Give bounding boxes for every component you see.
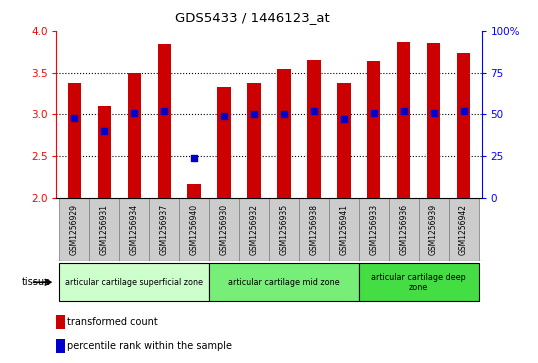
Bar	[427, 43, 441, 198]
Bar	[419, 198, 449, 261]
Point	[339, 117, 348, 122]
Text: GSM1256938: GSM1256938	[309, 204, 318, 255]
Point	[250, 111, 258, 117]
Bar	[179, 198, 209, 261]
FancyBboxPatch shape	[209, 264, 359, 301]
Text: GSM1256942: GSM1256942	[459, 204, 468, 255]
Bar	[307, 60, 321, 198]
Bar	[60, 198, 89, 261]
Text: articular cartilage mid zone: articular cartilage mid zone	[228, 278, 340, 287]
Text: articular cartilage deep
zone: articular cartilage deep zone	[371, 273, 466, 292]
Point	[309, 108, 318, 114]
Bar	[389, 198, 419, 261]
Text: GDS5433 / 1446123_at: GDS5433 / 1446123_at	[175, 11, 330, 24]
Point	[190, 155, 199, 161]
FancyBboxPatch shape	[60, 264, 209, 301]
FancyBboxPatch shape	[359, 264, 478, 301]
Bar	[158, 44, 171, 198]
Point	[459, 108, 468, 114]
Point	[399, 108, 408, 114]
Bar	[247, 83, 261, 198]
Bar	[239, 198, 269, 261]
Bar	[217, 87, 231, 198]
Bar	[277, 69, 291, 198]
Bar	[149, 198, 179, 261]
Text: transformed count: transformed count	[67, 317, 158, 327]
Bar	[56, 315, 66, 329]
Text: GSM1256939: GSM1256939	[429, 204, 438, 255]
Text: GSM1256940: GSM1256940	[190, 204, 199, 255]
Text: GSM1256934: GSM1256934	[130, 204, 139, 255]
Bar	[209, 198, 239, 261]
Bar	[337, 83, 351, 198]
Text: GSM1256936: GSM1256936	[399, 204, 408, 255]
Text: GSM1256931: GSM1256931	[100, 204, 109, 255]
Bar	[128, 73, 141, 198]
Bar	[89, 198, 119, 261]
Bar	[119, 198, 149, 261]
Text: GSM1256932: GSM1256932	[250, 204, 259, 255]
Point	[220, 113, 229, 119]
Bar	[329, 198, 359, 261]
Point	[130, 110, 139, 115]
Point	[370, 110, 378, 115]
Point	[70, 115, 79, 121]
Bar	[359, 198, 389, 261]
Text: GSM1256941: GSM1256941	[339, 204, 348, 255]
Bar	[56, 339, 66, 353]
Text: GSM1256933: GSM1256933	[369, 204, 378, 255]
Bar	[367, 61, 380, 198]
Point	[280, 111, 288, 117]
Bar	[449, 198, 478, 261]
Text: articular cartilage superficial zone: articular cartilage superficial zone	[65, 278, 203, 287]
Point	[100, 128, 109, 134]
Bar	[457, 53, 470, 198]
Text: percentile rank within the sample: percentile rank within the sample	[67, 341, 232, 351]
Text: GSM1256935: GSM1256935	[279, 204, 288, 255]
Point	[160, 108, 168, 114]
Bar	[269, 198, 299, 261]
Bar	[397, 42, 410, 198]
Text: GSM1256929: GSM1256929	[70, 204, 79, 255]
Bar	[187, 184, 201, 198]
Bar	[299, 198, 329, 261]
Bar	[97, 106, 111, 198]
Text: GSM1256937: GSM1256937	[160, 204, 169, 255]
Text: GSM1256930: GSM1256930	[220, 204, 229, 255]
Text: tissue: tissue	[22, 277, 51, 287]
Point	[429, 110, 438, 115]
Bar	[68, 83, 81, 198]
